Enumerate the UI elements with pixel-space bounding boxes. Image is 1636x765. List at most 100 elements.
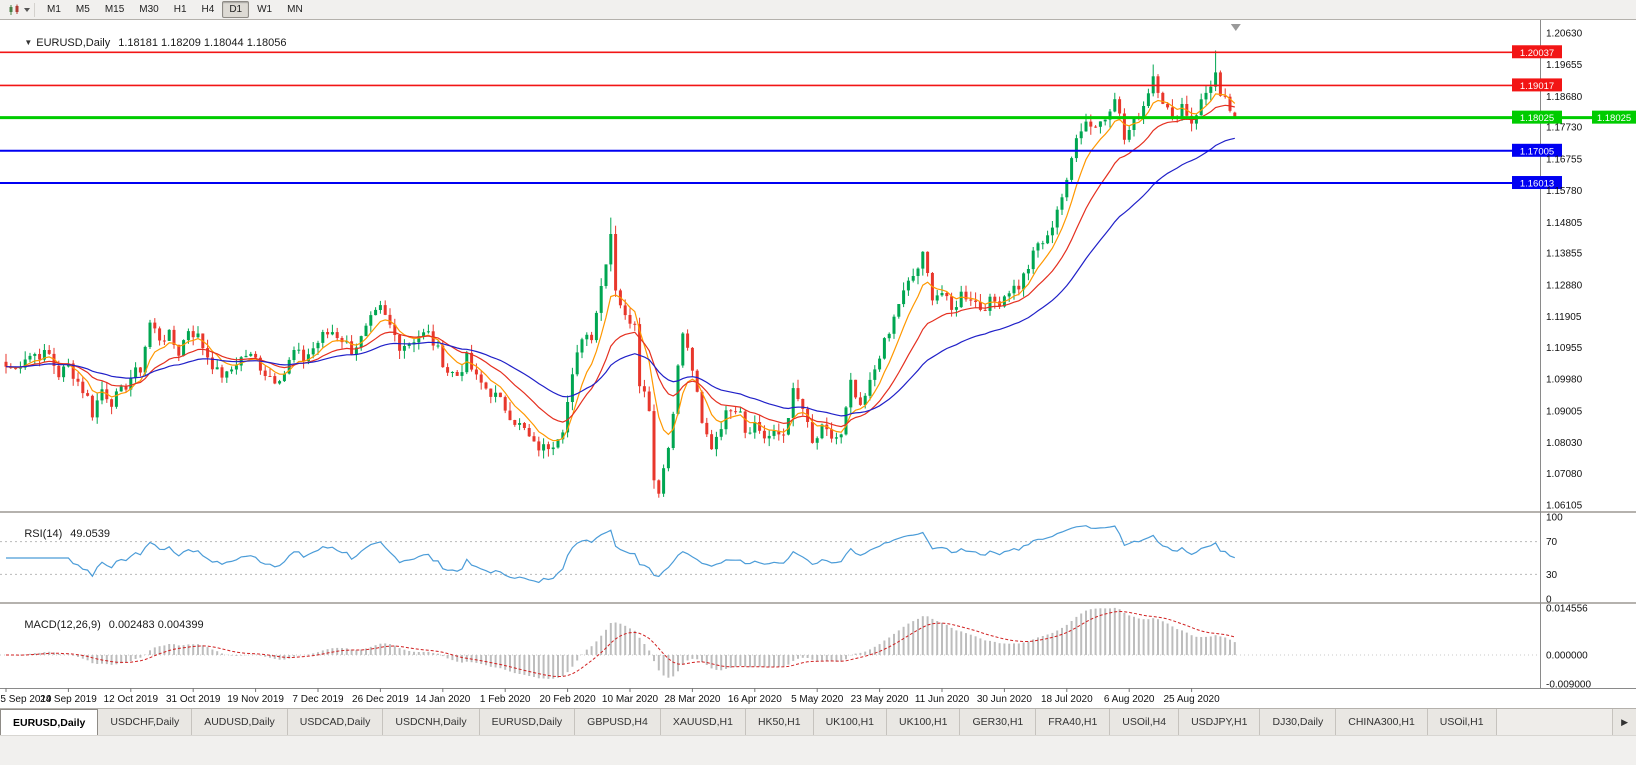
candlestick-chart-icon — [9, 4, 19, 15]
date-axis-label: 28 Mar 2020 — [664, 694, 721, 705]
date-axis-label: 11 Jun 2020 — [915, 694, 970, 705]
price-axis-label: 1.19655 — [1546, 60, 1583, 71]
hline-price-tag-text: 1.19017 — [1520, 81, 1554, 92]
chart-tab-usdcnh-daily[interactable]: USDCNH,Daily — [383, 709, 480, 735]
macd-label: MACD(12,26,9) — [24, 619, 101, 631]
date-axis-label: 24 Sep 2019 — [40, 694, 97, 705]
chart-tab-usdchf-daily[interactable]: USDCHF,Daily — [98, 709, 193, 735]
macd-histogram — [5, 607, 1236, 679]
timeframe-toolbar: M1 M5 M15 M30 H1 H4 D1 W1 MN — [0, 0, 1636, 20]
date-axis-label: 26 Dec 2019 — [352, 694, 409, 705]
chart-tab-eurusd-daily[interactable]: EURUSD,Daily — [479, 709, 576, 735]
price-axis-label: 1.12880 — [1546, 280, 1583, 291]
timeframe-button-m15[interactable]: M15 — [104, 4, 125, 15]
timeframe-button-h1[interactable]: H1 — [173, 4, 187, 15]
hline-price-tag — [1512, 78, 1562, 92]
chart-tab-dj30-daily[interactable]: DJ30,Daily — [1260, 709, 1337, 735]
hline-price-tag — [1512, 45, 1562, 59]
chart-tab-gbpusd-h4[interactable]: GBPUSD,H4 — [575, 709, 661, 735]
chart-tab-audusd-daily[interactable]: AUDUSD,Daily — [192, 709, 288, 735]
price-axis-label: 1.07080 — [1546, 469, 1583, 480]
macd-axis-label: 0.000000 — [1546, 650, 1588, 661]
price-axis-label: 1.09005 — [1546, 406, 1583, 417]
timeframe-button-m1[interactable]: M1 — [47, 4, 61, 15]
chart-tab-usdcad-daily[interactable]: USDCAD,Daily — [287, 709, 384, 735]
chart-tab-usoil-h1[interactable]: USOil,H1 — [1427, 709, 1497, 735]
timeframe-button-d1[interactable]: D1 — [222, 1, 250, 18]
panel-frame — [0, 20, 1636, 689]
chart-tab-bar: EURUSD,Daily USDCHF,Daily AUDUSD,Daily USDC… — [0, 708, 1636, 735]
timeframe-button-h4[interactable]: H4 — [201, 4, 215, 15]
timeframe-button-w1[interactable]: W1 — [257, 4, 273, 15]
collapse-icon[interactable]: ▼ — [24, 38, 33, 47]
timeframe-button-m30[interactable]: M30 — [139, 4, 159, 15]
chart-workspace: 1.20037 1.19017 1.18025 1.18025 1.17005 1.160… — [0, 20, 1636, 708]
timeframe-buttons: M1 M5 M15 M30 H1 H4 D1 W1 MN — [40, 1, 310, 18]
chart-symbol-selector[interactable] — [4, 2, 35, 17]
date-axis-label: 1 Feb 2020 — [480, 694, 531, 705]
macd-axis: 0.014556 0.000000 -0.009000 — [1546, 604, 1591, 691]
chart-tab-ger30-h1[interactable]: GER30,H1 — [960, 709, 1037, 735]
hline-price-tag-text: 1.20037 — [1520, 48, 1554, 59]
price-axis-label: 1.09980 — [1546, 375, 1583, 386]
date-axis-label: 30 Jun 2020 — [977, 694, 1032, 705]
rsi-axis-label: 70 — [1546, 537, 1558, 548]
current-price-tag — [1592, 110, 1636, 124]
ma-slow-line — [5, 137, 1235, 417]
macd-values: 0.002483 0.004399 — [108, 619, 204, 631]
chart-ohlc-values: 1.18181 1.18209 1.18044 1.18056 — [118, 37, 287, 49]
tab-scroll-right-button[interactable]: ▶ — [1612, 709, 1636, 735]
chart-tab-usdjpy-h1[interactable]: USDJPY,H1 — [1179, 709, 1261, 735]
price-axis-label: 1.15780 — [1546, 186, 1583, 197]
date-axis-label: 23 May 2020 — [851, 694, 909, 705]
price-axis-label: 1.16755 — [1546, 154, 1583, 165]
timeframe-button-mn[interactable]: MN — [287, 4, 303, 15]
date-axis-label: 20 Feb 2020 — [540, 694, 597, 705]
macd-panel-title: MACD(12,26,9) 0.002483 0.004399 — [6, 607, 204, 643]
price-axis: 1.20630 1.19655 1.18680 1.17730 1.16755 1.157… — [1546, 28, 1583, 511]
date-axis-label: 19 Nov 2019 — [227, 694, 284, 705]
bottom-filler-strip — [0, 735, 1636, 765]
price-axis-label: 1.18680 — [1546, 92, 1583, 103]
hline-price-tag — [1512, 110, 1562, 124]
date-axis-label: 31 Oct 2019 — [166, 694, 221, 705]
date-axis-label: 25 Aug 2020 — [1164, 694, 1221, 705]
date-axis-label: 18 Jul 2020 — [1041, 694, 1093, 705]
hline-price-tag-text: 1.17005 — [1520, 146, 1554, 157]
hline-price-tag-text: 1.18025 — [1520, 113, 1554, 124]
chart-tab-uk100-h1[interactable]: UK100,H1 — [887, 709, 961, 735]
timeframe-button-m5[interactable]: M5 — [75, 4, 90, 15]
macd-axis-label: -0.009000 — [1546, 680, 1591, 691]
price-axis-label: 1.13855 — [1546, 249, 1583, 260]
price-axis-label: 1.10955 — [1546, 343, 1583, 354]
chart-tab-fra40-h1[interactable]: FRA40,H1 — [1036, 709, 1111, 735]
chart-tabs: EURUSD,Daily USDCHF,Daily AUDUSD,Daily USDC… — [0, 709, 1612, 735]
shift-end-marker-icon[interactable] — [1230, 24, 1241, 31]
date-axis-label: 16 Apr 2020 — [728, 694, 782, 705]
rsi-line — [6, 525, 1236, 584]
rsi-level-lines — [0, 541, 1540, 575]
rsi-axis-label: 100 — [1546, 513, 1563, 524]
hline-price-tag — [1512, 176, 1562, 190]
hline-price-tag — [1512, 143, 1562, 157]
chart-tab-hk50-h1[interactable]: HK50,H1 — [745, 709, 814, 735]
chart-tab-xauusd-h1[interactable]: XAUUSD,H1 — [660, 709, 746, 735]
current-price-tag-text: 1.18025 — [1597, 113, 1631, 124]
date-axis-label: 12 Oct 2019 — [104, 694, 159, 705]
horizontal-lines-layer[interactable]: 1.20037 1.19017 1.18025 1.18025 1.17005 1.160… — [0, 45, 1636, 190]
chart-tab-uk100-h1[interactable]: UK100,H1 — [813, 709, 888, 735]
dropdown-caret-icon — [24, 7, 30, 12]
chart-tab-usoil-h4[interactable]: USOil,H4 — [1110, 709, 1180, 735]
price-axis-label: 1.14805 — [1546, 218, 1583, 229]
price-axis-label: 1.11905 — [1546, 312, 1582, 323]
rsi-value: 49.0539 — [70, 528, 111, 540]
rsi-axis: 100 70 30 0 — [1546, 513, 1563, 606]
chart-tab-eurusd-daily[interactable]: EURUSD,Daily — [0, 709, 99, 735]
chart-tab-china300-h1[interactable]: CHINA300,H1 — [1336, 709, 1428, 735]
date-axis-label: 5 May 2020 — [791, 694, 844, 705]
date-axis-label: 5 Sep 2019 — [0, 694, 52, 705]
date-axis-label: 10 Mar 2020 — [602, 694, 659, 705]
rsi-axis-label: 30 — [1546, 570, 1558, 581]
chart-canvas[interactable]: 1.20037 1.19017 1.18025 1.18025 1.17005 1.160… — [0, 20, 1636, 708]
